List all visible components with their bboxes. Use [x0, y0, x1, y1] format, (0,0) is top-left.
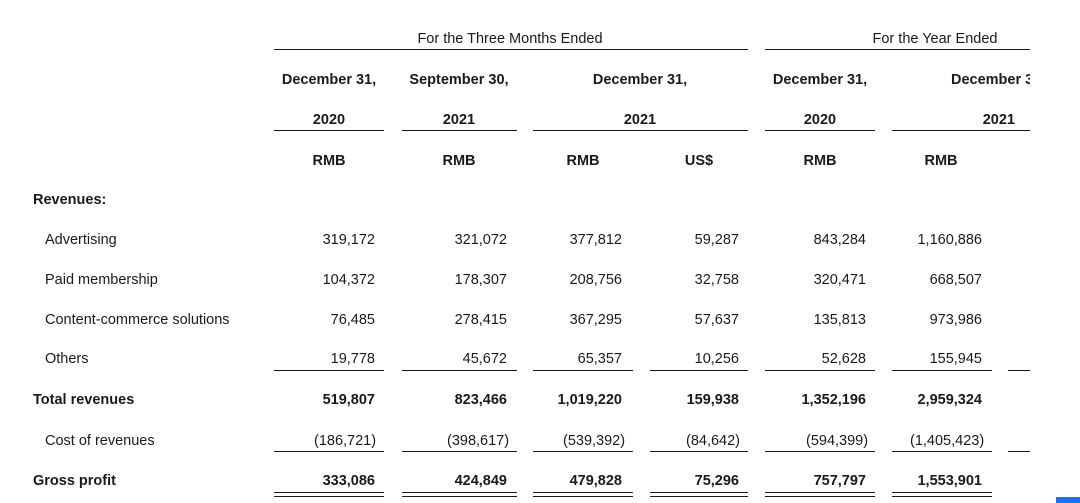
section-revenues-label: Revenues:	[33, 192, 107, 208]
subtotal-rule	[650, 370, 748, 371]
cell: 278,415	[454, 312, 507, 328]
cell: 1,019,220	[557, 392, 622, 408]
year-rule	[274, 130, 384, 131]
header-year-ended: For the Year Ended	[872, 31, 998, 47]
floating-widget-button[interactable]	[1056, 497, 1080, 503]
year-rule	[892, 130, 1030, 131]
year-rule	[402, 130, 517, 131]
cell: 1,160,886	[917, 232, 982, 248]
col-year-5: 2021	[982, 112, 1015, 128]
row-label: Others	[45, 351, 89, 367]
col-date-5: December 31,	[951, 72, 1030, 88]
cell: 59,287	[694, 232, 739, 248]
col-year-1: 2020	[312, 112, 346, 128]
subtotal-rule	[533, 451, 633, 452]
col-year-4: 2020	[803, 112, 837, 128]
currency-6: RMB	[924, 153, 958, 169]
subtotal-rule	[274, 370, 384, 371]
cell: 45,672	[462, 351, 507, 367]
cell: 1,553,901	[917, 473, 982, 489]
cell: 843,284	[813, 232, 866, 248]
header-three-months: For the Three Months Ended	[417, 31, 603, 47]
cell: 333,086	[322, 473, 375, 489]
year-rule	[533, 130, 748, 131]
cell: (186,721)	[314, 433, 377, 449]
total-double-rule	[892, 492, 992, 497]
currency-1: RMB	[312, 153, 346, 169]
row-label: Content-commerce solutions	[45, 312, 230, 328]
currency-5: RMB	[803, 153, 837, 169]
cell: 321,072	[454, 232, 507, 248]
year-rule	[765, 130, 875, 131]
total-double-rule	[650, 492, 748, 497]
cell: (1,405,423)	[910, 433, 985, 449]
row-label: Paid membership	[45, 272, 158, 288]
cell: 1,352,196	[801, 392, 866, 408]
cell: 424,849	[454, 473, 507, 489]
cell: 32,758	[694, 272, 739, 288]
col-date-3: December 31,	[592, 72, 688, 88]
cell: 668,507	[929, 272, 982, 288]
total-double-rule	[402, 492, 517, 497]
cell: 823,466	[454, 392, 507, 408]
cell: 159,938	[686, 392, 739, 408]
header-rule	[765, 49, 1030, 50]
subtotal-rule	[650, 451, 748, 452]
cell: 65,357	[577, 351, 622, 367]
total-double-rule	[533, 492, 633, 497]
subtotal-rule	[765, 451, 875, 452]
col-date-5-clip: December 31,	[940, 71, 1030, 91]
cell: (84,642)	[686, 433, 741, 449]
cell: (539,392)	[563, 433, 626, 449]
cell: 320,471	[813, 272, 866, 288]
row-label: Cost of revenues	[45, 433, 155, 449]
subtotal-rule	[1008, 370, 1030, 371]
cell: 2,959,324	[917, 392, 982, 408]
total-double-rule	[765, 492, 875, 497]
cell: 479,828	[569, 473, 622, 489]
cell: (398,617)	[447, 433, 510, 449]
cell: 178,307	[454, 272, 507, 288]
cell: 155,945	[929, 351, 982, 367]
currency-2: RMB	[442, 153, 476, 169]
header-rule	[274, 49, 748, 50]
row-label: Advertising	[45, 232, 117, 248]
cell: 973,986	[929, 312, 982, 328]
cell: 19,778	[330, 351, 375, 367]
cell: 135,813	[813, 312, 866, 328]
cell: 377,812	[569, 232, 622, 248]
cell: 75,296	[694, 473, 739, 489]
row-label-total: Total revenues	[33, 392, 135, 408]
cell: 76,485	[330, 312, 375, 328]
cell: 57,637	[694, 312, 739, 328]
cell: 208,756	[569, 272, 622, 288]
cell: (594,399)	[806, 433, 869, 449]
currency-3: RMB	[566, 153, 600, 169]
cell: 319,172	[322, 232, 375, 248]
col-date-1: December 31,	[281, 72, 377, 88]
cell: 52,628	[821, 351, 866, 367]
subtotal-rule	[765, 370, 875, 371]
col-date-4: December 31,	[772, 72, 868, 88]
subtotal-rule	[1008, 451, 1030, 452]
cell: 757,797	[813, 473, 866, 489]
subtotal-rule	[892, 451, 992, 452]
subtotal-rule	[402, 370, 517, 371]
cell: 10,256	[694, 351, 739, 367]
currency-4: US$	[684, 153, 714, 169]
col-year-2: 2021	[442, 112, 476, 128]
row-label-gross-profit: Gross profit	[33, 473, 116, 489]
subtotal-rule	[892, 370, 992, 371]
cell: 519,807	[322, 392, 375, 408]
subtotal-rule	[533, 370, 633, 371]
col-year-3: 2021	[623, 112, 657, 128]
cell: 367,295	[569, 312, 622, 328]
subtotal-rule	[402, 451, 517, 452]
col-date-2: September 30,	[409, 72, 509, 88]
cell: 104,372	[322, 272, 375, 288]
subtotal-rule	[274, 451, 384, 452]
total-double-rule	[274, 492, 384, 497]
